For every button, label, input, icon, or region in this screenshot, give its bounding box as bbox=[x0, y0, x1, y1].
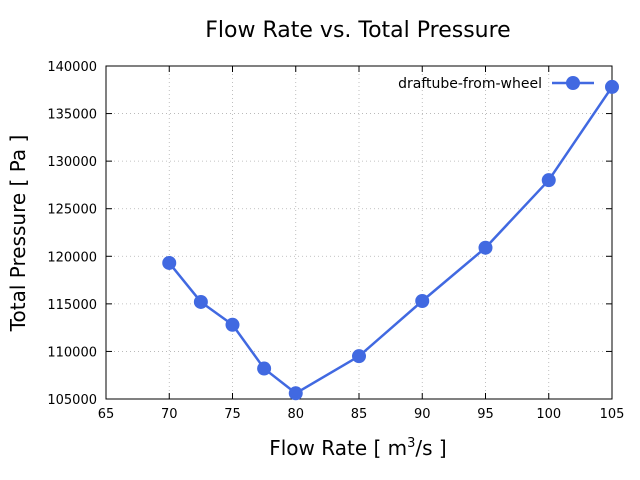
x-tick-label: 80 bbox=[287, 407, 304, 422]
data-point bbox=[415, 294, 430, 309]
y-tick-label: 130000 bbox=[47, 155, 97, 170]
x-axis-title-sup: 3 bbox=[407, 436, 415, 451]
chart-title: Flow Rate vs. Total Pressure bbox=[205, 18, 510, 43]
data-point bbox=[541, 173, 556, 188]
data-point bbox=[225, 317, 240, 332]
x-tick-label: 70 bbox=[161, 407, 178, 422]
data-point bbox=[162, 255, 177, 270]
y-tick-label: 135000 bbox=[47, 108, 97, 123]
x-axis-title-prefix: Flow Rate [ m bbox=[269, 436, 407, 460]
series-line bbox=[168, 86, 614, 395]
y-tick-label: 105000 bbox=[47, 393, 97, 408]
x-tick-label: 90 bbox=[414, 407, 431, 422]
x-tick-label: 85 bbox=[351, 407, 368, 422]
y-tick-label: 140000 bbox=[47, 60, 97, 75]
x-tick-label: 95 bbox=[477, 407, 494, 422]
x-axis-title: Flow Rate [ m3/s ] bbox=[269, 436, 446, 460]
x-tick-label: 100 bbox=[536, 407, 561, 422]
data-point bbox=[605, 79, 619, 94]
y-tick-label: 120000 bbox=[47, 250, 97, 265]
x-axis-title-suffix: /s ] bbox=[415, 436, 446, 460]
data-point bbox=[257, 361, 272, 376]
legend-marker bbox=[566, 76, 580, 90]
series-layer bbox=[162, 79, 619, 401]
x-tick-label: 75 bbox=[224, 407, 241, 422]
legend: draftube-from-wheel bbox=[398, 76, 594, 92]
grid bbox=[106, 66, 612, 399]
y-tick-label: 125000 bbox=[47, 203, 97, 218]
y-axis-title: Total Pressure [ Pa ] bbox=[6, 135, 30, 333]
x-tick-label: 105 bbox=[600, 407, 625, 422]
x-tick-label: 65 bbox=[98, 407, 115, 422]
y-tick-label: 115000 bbox=[47, 298, 97, 313]
y-tick-label: 110000 bbox=[47, 345, 97, 360]
data-point bbox=[352, 349, 366, 364]
data-point bbox=[478, 240, 493, 255]
ticks: 65 70 75 80 85 90 95 100 105 105000 110000 115000 12… bbox=[47, 60, 624, 422]
data-point bbox=[288, 386, 303, 401]
data-point bbox=[193, 294, 208, 309]
legend-label: draftube-from-wheel bbox=[398, 76, 542, 92]
